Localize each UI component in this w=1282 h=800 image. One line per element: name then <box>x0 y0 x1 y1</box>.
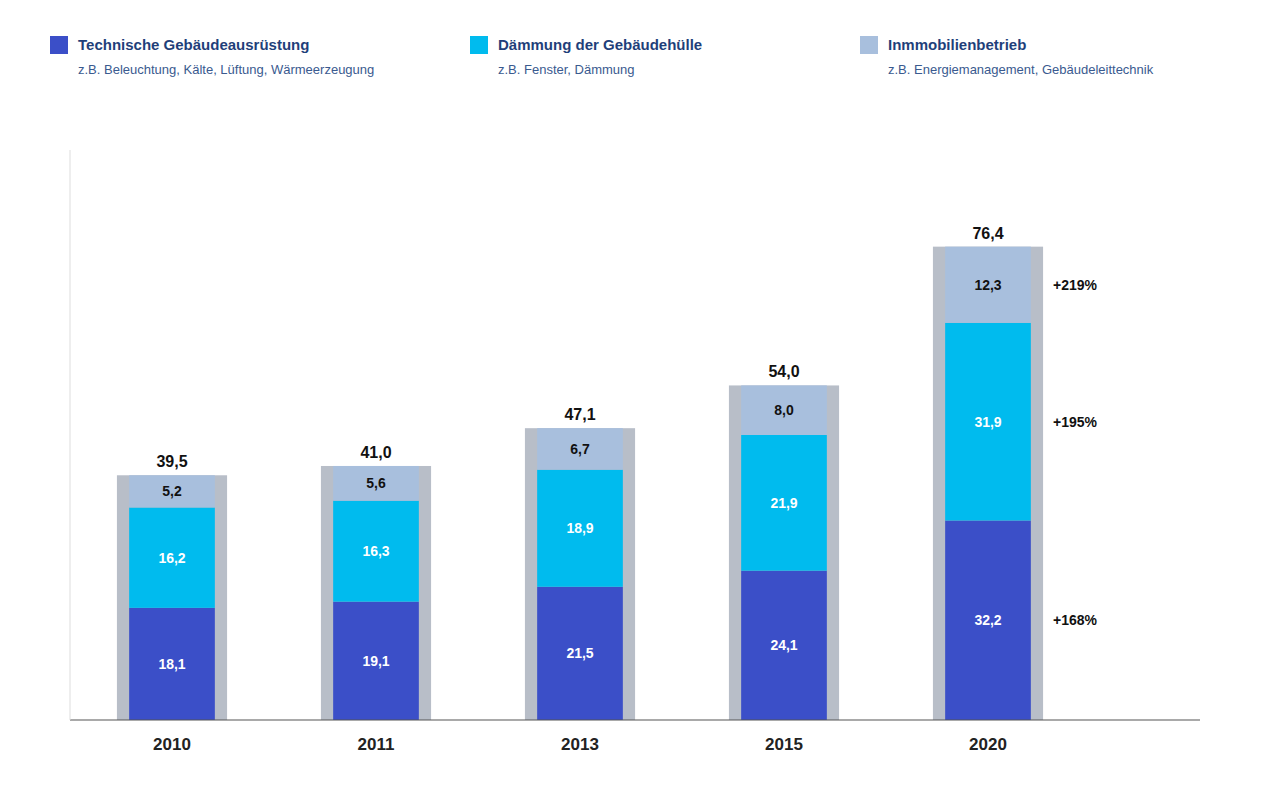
total-label: 54,0 <box>768 363 799 380</box>
bar-segment <box>537 587 623 720</box>
data-label: 6,7 <box>570 441 590 457</box>
data-label: 5,2 <box>162 483 182 499</box>
data-label: 21,9 <box>770 495 797 511</box>
legend-sublabel: z.B. Fenster, Dämmung <box>498 62 635 77</box>
annotation: +168% <box>1053 612 1098 628</box>
data-label: 16,3 <box>362 543 389 559</box>
legend-sublabel: z.B. Energiemanagement, Gebäudeleittechn… <box>888 62 1154 77</box>
data-label: 12,3 <box>974 277 1001 293</box>
x-tick-label: 2011 <box>358 735 395 754</box>
bar-segment <box>945 247 1031 323</box>
labels: 18,1 19,1 21,5 24,1 32,2 16,2 16,3 18,9 21,9 31,9… <box>156 225 1097 672</box>
bar-segment <box>333 602 419 720</box>
legend-label: Technische Gebäudeausrüstung <box>78 36 309 53</box>
legend-sublabel: z.B. Beleuchtung, Kälte, Lüftung, Wärmee… <box>78 62 374 77</box>
data-label: 18,9 <box>566 520 593 536</box>
chart-container: Technische Gebäudeausrüstung z.B. Beleuch… <box>0 0 1282 800</box>
marks <box>117 247 1043 720</box>
total-bar <box>729 385 839 720</box>
annotation: +195% <box>1053 414 1098 430</box>
bar-segment <box>333 501 419 602</box>
data-label: 31,9 <box>974 414 1001 430</box>
bar-segment <box>741 385 827 435</box>
total-label: 39,5 <box>156 453 187 470</box>
bar-segment <box>945 521 1031 721</box>
total-label: 76,4 <box>972 225 1003 242</box>
y-axis-line <box>70 150 71 720</box>
x-tick-label: 2020 <box>969 735 1007 754</box>
total-bar <box>321 466 431 720</box>
bar-segment <box>129 608 215 720</box>
total-label: 41,0 <box>360 444 391 461</box>
total-bar <box>117 475 227 720</box>
x-tick-label: 2015 <box>765 735 803 754</box>
data-label: 16,2 <box>158 550 185 566</box>
legend-label: Dämmung der Gebäudehülle <box>498 36 702 53</box>
bar-segment <box>945 323 1031 521</box>
legend: Technische Gebäudeausrüstung z.B. Beleuch… <box>50 36 1154 77</box>
x-tick-label: 2013 <box>561 735 599 754</box>
data-label: 24,1 <box>770 637 797 653</box>
bar-segment <box>333 466 419 501</box>
legend-swatch <box>470 36 488 54</box>
bar-segment <box>741 435 827 571</box>
total-bar <box>933 247 1043 720</box>
legend-swatch <box>860 36 878 54</box>
total-bar <box>525 428 635 720</box>
bar-segment <box>537 428 623 470</box>
data-label: 18,1 <box>158 656 185 672</box>
annotation: +219% <box>1053 277 1098 293</box>
bar-segment <box>741 571 827 720</box>
x-tick-label: 2010 <box>153 735 191 754</box>
legend-label: Inmmobilienbetrieb <box>888 36 1026 53</box>
x-axis-line <box>70 719 1200 720</box>
chart: Technische Gebäudeausrüstung z.B. Beleuch… <box>0 0 1282 800</box>
bar-segment <box>129 475 215 507</box>
legend-swatch <box>50 36 68 54</box>
data-label: 21,5 <box>566 645 593 661</box>
data-label: 32,2 <box>974 612 1001 628</box>
data-label: 19,1 <box>362 653 389 669</box>
data-label: 5,6 <box>366 475 386 491</box>
bar-segment <box>537 470 623 587</box>
bar-segment <box>129 507 215 607</box>
data-label: 8,0 <box>774 402 794 418</box>
total-label: 47,1 <box>564 406 595 423</box>
axes: 2010 2011 2013 2015 2020 <box>70 150 1200 754</box>
